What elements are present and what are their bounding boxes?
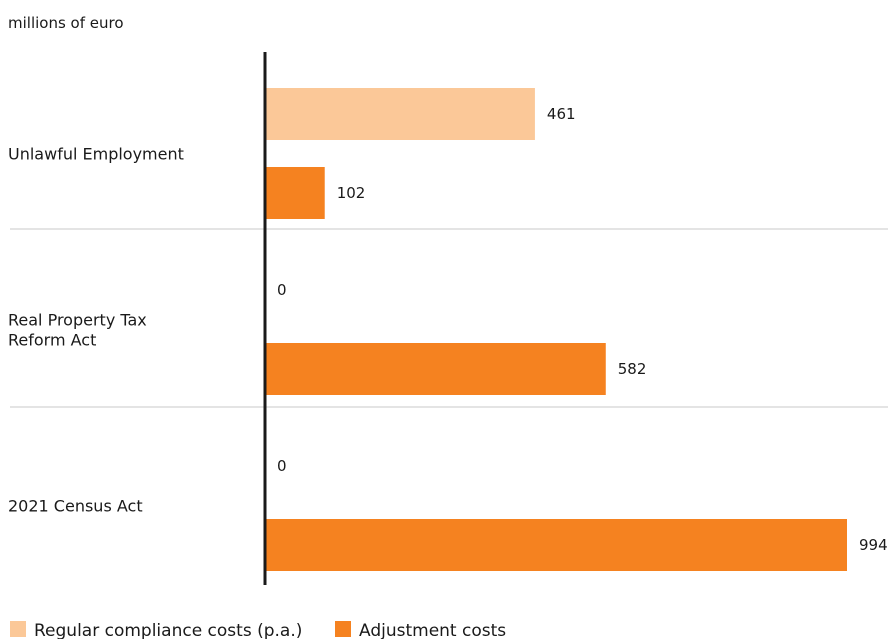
category-labels: Unlawful Employment Real Property Tax Refo…: [8, 145, 184, 516]
legend: Regular compliance costs (p.a.) Adjustmen…: [10, 621, 506, 639]
value-label: 0: [277, 457, 287, 475]
legend-label: Adjustment costs: [359, 621, 506, 639]
legend-swatch: [335, 621, 351, 637]
bar: [265, 343, 606, 395]
legend-label: Regular compliance costs (p.a.): [34, 621, 302, 639]
category-label: Unlawful Employment: [8, 145, 184, 164]
legend-swatch: [10, 621, 26, 637]
unit-label: millions of euro: [8, 14, 124, 32]
value-label: 461: [547, 105, 576, 123]
bar: [265, 167, 325, 219]
value-label: 994: [859, 536, 888, 554]
value-label: 0: [277, 281, 287, 299]
category-label: 2021 Census Act: [8, 497, 143, 516]
bars: [265, 88, 847, 571]
category-label: Real Property Tax Reform Act: [8, 311, 147, 350]
value-labels: 461 102 0 582 0 994: [277, 105, 888, 554]
bar: [265, 88, 535, 140]
category-separators: [10, 228, 888, 408]
value-label: 582: [618, 360, 647, 378]
bar: [265, 519, 847, 571]
value-label: 102: [337, 184, 366, 202]
